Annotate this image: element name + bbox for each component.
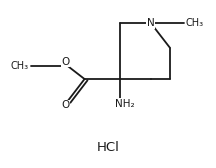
Text: NH₂: NH₂ [115, 99, 135, 109]
Text: O: O [61, 57, 70, 67]
Text: HCl: HCl [97, 141, 119, 154]
Text: N: N [147, 18, 154, 28]
Text: CH₃: CH₃ [186, 18, 204, 28]
Text: CH₃: CH₃ [10, 61, 29, 71]
Text: O: O [62, 100, 70, 111]
